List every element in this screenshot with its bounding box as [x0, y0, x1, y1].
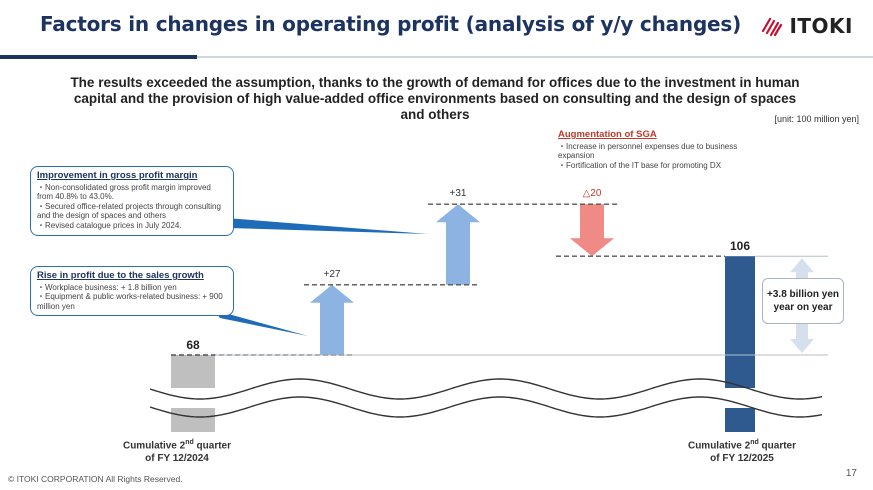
data-label-start: 68	[186, 338, 200, 352]
callout-sales-growth-title: Rise in profit due to the sales growth	[37, 270, 204, 281]
callout-gross-margin-line: ・Secured office-related projects through…	[37, 201, 221, 221]
callout-pointer-gross-margin	[226, 218, 428, 234]
axis-break-wave	[149, 378, 823, 400]
callout-sales-growth-line: ・Workplace business: + 1.8 billion yen	[37, 282, 177, 292]
callout-gross-margin-line: ・Revised catalogue prices in July 2024.	[37, 220, 182, 230]
callout-sales-growth-line: ・Equipment & public works-related busine…	[37, 292, 223, 311]
bar-increase-arrow	[436, 204, 480, 285]
x-label-end-text: Cumulative 2	[687, 440, 751, 452]
title-divider-accent	[0, 55, 197, 59]
company-logo: ITOKI	[761, 14, 853, 38]
x-label-start-line2: of FY 12/2024	[145, 453, 209, 465]
itoki-logo-icon	[762, 17, 783, 37]
x-label-start-sup: nd	[185, 439, 194, 446]
data-label-change: △20	[583, 188, 602, 199]
x-label-end: Cumulative 2nd quarter of FY 12/2025	[662, 436, 822, 465]
callout-pointer-sales-growth	[214, 310, 308, 336]
x-label-end-tail: quarter	[758, 440, 797, 452]
logo-text: ITOKI	[789, 14, 853, 38]
title-divider	[0, 56, 873, 58]
x-label-start-text: Cumulative 2	[122, 440, 186, 452]
data-label-change: +27	[324, 269, 341, 280]
callout-sga-line: ・Increase in personnel expenses due to b…	[558, 141, 738, 161]
yoy-change-text: +3.8 billion yen year on year	[767, 289, 839, 313]
callout-sales-growth: Rise in profit due to the sales growth ・…	[30, 266, 234, 317]
callout-sga-title: Augmentation of SGA	[558, 129, 657, 140]
x-label-start-tail: quarter	[193, 440, 232, 452]
callout-gross-margin-title: Improvement in gross profit margin	[37, 170, 198, 181]
callout-gross-margin-line: ・Non-consolidated gross profit margin im…	[37, 182, 211, 202]
callout-sga: Augmentation of SGA ・Increase in personn…	[558, 130, 754, 170]
bar-decrease-arrow	[570, 204, 614, 257]
data-label-end: 106	[730, 239, 750, 253]
page-number: 17	[845, 468, 857, 479]
axis-break-wave	[149, 396, 823, 418]
page-title: Factors in changes in operating profit (…	[40, 12, 742, 36]
unit-label: [unit: 100 million yen]	[774, 114, 859, 124]
data-label-change: +31	[450, 188, 467, 199]
x-label-start: Cumulative 2nd quarter of FY 12/2024	[97, 436, 257, 465]
copyright-footer: © ITOKI CORPORATION All Rights Reserved.	[8, 474, 183, 484]
yoy-change-box: +3.8 billion yen year on year	[762, 278, 844, 324]
callout-gross-margin: Improvement in gross profit margin ・Non-…	[30, 166, 234, 236]
callout-sga-line: ・Fortification of the IT base for promot…	[558, 160, 722, 170]
bar-increase-arrow	[310, 284, 354, 355]
x-label-end-line2: of FY 12/2025	[710, 453, 774, 465]
x-label-end-sup: nd	[750, 439, 759, 446]
headline: The results exceeded the assumption, tha…	[70, 75, 800, 122]
